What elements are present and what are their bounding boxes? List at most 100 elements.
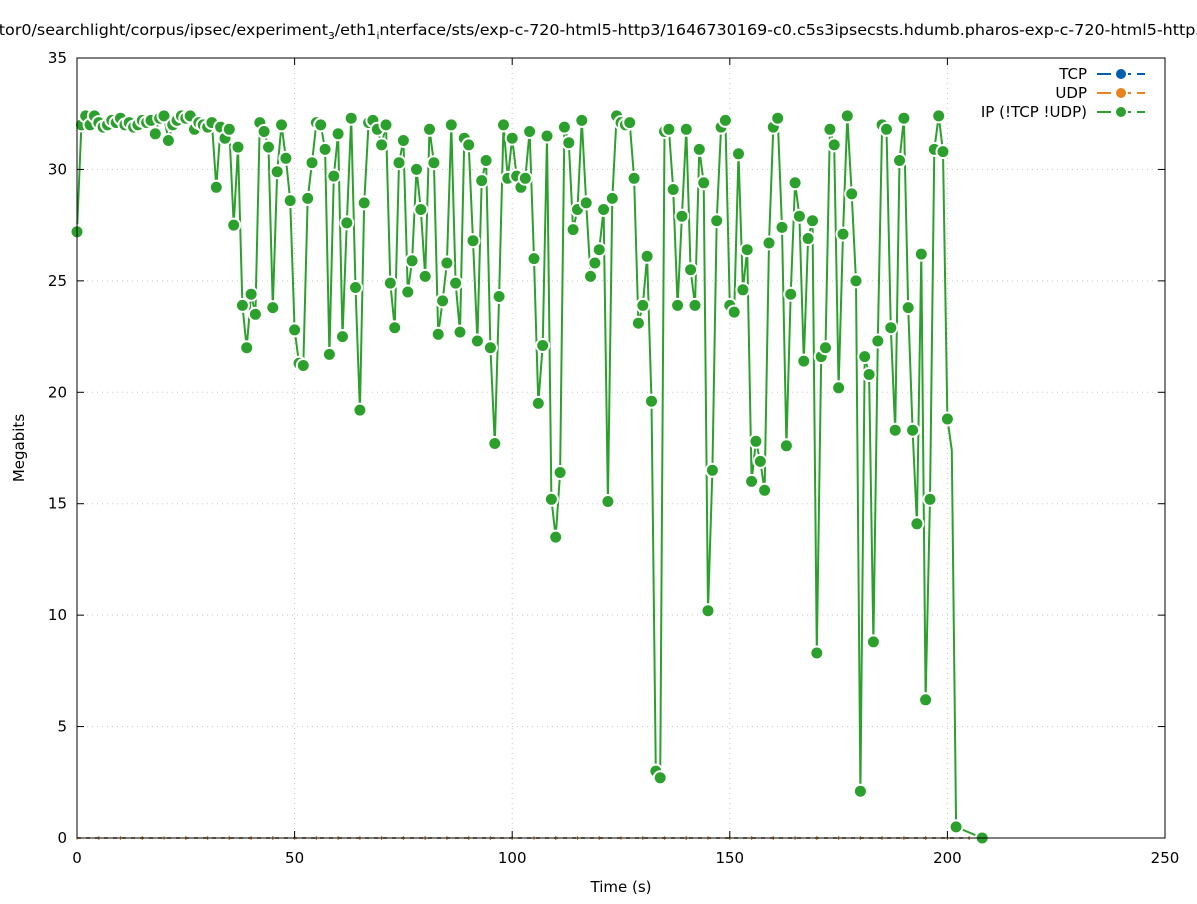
legend-label: IP (!TCP !UDP) — [981, 103, 1087, 121]
data-point — [626, 170, 642, 186]
data-point — [783, 286, 799, 302]
data-point — [865, 634, 881, 650]
data-point — [556, 119, 572, 135]
data-point — [448, 275, 464, 291]
x-tick-label: 100 — [498, 849, 527, 867]
data-point — [587, 255, 603, 271]
data-point — [939, 411, 955, 427]
data-point — [839, 108, 855, 124]
data-point — [482, 340, 498, 356]
chart-title: stor0/searchlight/corpus/ipsec/experimen… — [0, 21, 1197, 42]
data-point — [535, 338, 551, 353]
data-point — [356, 195, 372, 211]
data-point — [596, 202, 612, 217]
grid-lines — [77, 58, 1165, 838]
data-point — [413, 202, 429, 217]
chart-title-part-3: nterface/sts/exp-c-720-html5-http3/16467… — [379, 21, 1197, 39]
data-point — [757, 482, 773, 498]
x-tick-label: 0 — [72, 849, 82, 867]
chart-title-subscript-2: i — [376, 31, 379, 42]
y-tick-label: 5 — [57, 718, 67, 736]
data-point — [565, 222, 581, 238]
data-point — [574, 112, 590, 128]
data-point — [900, 300, 916, 316]
data-point — [661, 121, 677, 137]
axis-ticks: 0 50 100 150 200 250 0 5 10 15 20 25 30 35 — [48, 49, 1179, 867]
data-point — [439, 255, 455, 271]
x-tick-label: 50 — [285, 849, 304, 867]
data-point — [683, 262, 699, 278]
legend-marker — [1114, 105, 1128, 119]
y-tick-label: 35 — [48, 49, 67, 67]
data-point — [287, 322, 303, 338]
data-point — [548, 529, 564, 545]
data-point — [208, 179, 224, 195]
data-point — [230, 139, 246, 155]
y-tick-label: 20 — [48, 383, 67, 401]
data-point — [552, 465, 568, 480]
data-point — [409, 161, 424, 177]
chart-title-part-2: /eth1 — [335, 21, 377, 39]
data-point — [709, 213, 725, 229]
data-point — [147, 126, 163, 142]
data-point — [635, 297, 651, 313]
data-point — [844, 186, 860, 202]
data-point — [848, 273, 864, 289]
data-point — [687, 297, 703, 313]
data-point — [443, 117, 459, 133]
data-point — [256, 124, 272, 139]
data-point — [691, 141, 707, 157]
data-point — [539, 128, 555, 144]
data-point — [796, 353, 812, 369]
data-point — [770, 110, 786, 126]
legend-entry-udp: UDP — [1055, 84, 1145, 102]
data-point — [857, 349, 873, 365]
data-point — [805, 213, 820, 229]
x-tick-label: 250 — [1151, 849, 1180, 867]
data-point — [382, 275, 398, 291]
data-point — [335, 329, 350, 345]
data-point — [818, 340, 833, 356]
plot-frame — [76, 57, 1166, 839]
data-point — [761, 235, 777, 251]
data-point — [835, 226, 851, 242]
data-point — [696, 175, 712, 191]
data-point — [644, 393, 659, 409]
data-point — [883, 320, 899, 336]
x-tick-label: 150 — [715, 849, 744, 867]
y-tick-label: 10 — [48, 606, 67, 624]
legend-label: UDP — [1055, 84, 1087, 102]
data-point — [744, 473, 760, 489]
data-point — [922, 491, 938, 507]
data-point — [374, 137, 390, 153]
data-point — [678, 121, 694, 137]
data-point — [735, 282, 751, 298]
data-point — [339, 215, 355, 231]
data-point — [313, 117, 329, 133]
data-point — [400, 284, 416, 300]
data-point — [435, 293, 451, 309]
data-point — [330, 126, 346, 142]
data-point — [622, 115, 638, 131]
data-point — [748, 433, 764, 449]
data-point — [831, 380, 847, 396]
data-point — [674, 208, 690, 224]
data-point — [704, 462, 720, 478]
data-point — [404, 253, 420, 269]
y-tick-label: 15 — [48, 495, 67, 513]
data-point — [652, 770, 668, 786]
data-point — [387, 320, 403, 336]
data-point — [717, 112, 733, 128]
data-point — [591, 242, 607, 258]
data-point — [879, 121, 894, 137]
data-point — [822, 121, 838, 137]
data-point — [896, 110, 912, 126]
data-point — [261, 139, 276, 155]
data-point — [918, 692, 934, 708]
data-point — [160, 133, 176, 148]
y-tick-label: 30 — [48, 160, 67, 178]
data-point — [304, 155, 320, 171]
data-point — [430, 326, 446, 342]
legend-marker — [1114, 86, 1128, 100]
